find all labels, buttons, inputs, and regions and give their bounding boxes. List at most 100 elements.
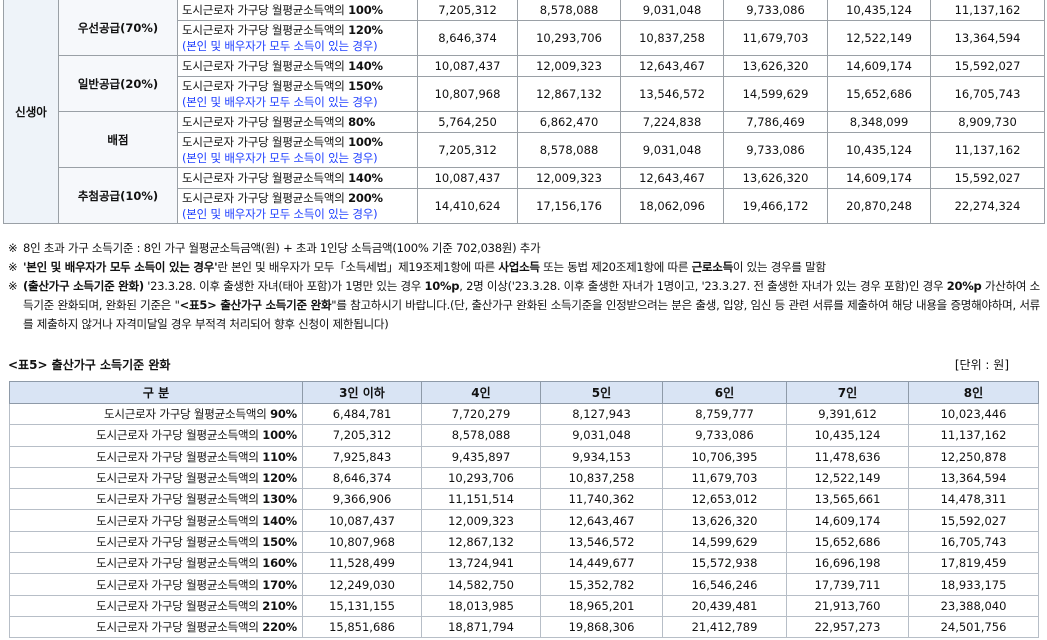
criteria-percent: 100% — [348, 3, 383, 17]
row-label-text: 도시근로자 가구당 월평균소득액의 — [96, 492, 259, 507]
income-value: 14,478,311 — [908, 488, 1039, 511]
income-value: 18,871,794 — [421, 615, 541, 639]
income-value: 11,679,703 — [662, 466, 787, 490]
income-value: 13,626,320 — [723, 167, 828, 189]
income-criteria: 도시근로자 가구당 월평균소득액의 150% (본인 및 배우자가 모두 소득이 … — [177, 76, 418, 112]
income-value: 10,435,124 — [786, 424, 909, 447]
category-label: 우선공급(70%) — [58, 0, 178, 56]
income-value: 11,151,514 — [421, 488, 541, 511]
criteria-percent: 140% — [348, 59, 383, 73]
income-value: 12,643,467 — [620, 167, 724, 189]
group-label: 신생아 — [3, 0, 59, 224]
income-value: 14,609,174 — [786, 509, 909, 532]
row-label-text: 도시근로자 가구당 월평균소득액의 — [96, 577, 259, 592]
income-value: 11,528,499 — [302, 552, 422, 575]
income-value: 7,786,469 — [723, 111, 828, 133]
table-row: 신생아 우선공급(70%) 도시근로자 가구당 월평균소득액의 100% 7,205,… — [3, 0, 1045, 224]
row-label-text: 도시근로자 가구당 월평균소득액의 — [96, 428, 259, 443]
income-value: 20,439,481 — [662, 594, 787, 617]
income-value: 8,578,088 — [421, 424, 541, 447]
income-value: 12,522,149 — [786, 466, 909, 490]
criteria-text: 도시근로자 가구당 월평균소득액의 — [182, 191, 345, 205]
income-value: 9,733,086 — [723, 132, 828, 168]
income-value: 18,013,985 — [421, 594, 541, 617]
table-row: 도시근로자 가구당 월평균소득액의 200% (본인 및 배우자가 모두 소득이 … — [4, 188, 1045, 224]
income-value: 12,643,467 — [620, 55, 724, 77]
income-value: 12,249,030 — [302, 573, 422, 596]
row-label: 도시근로자 가구당 월평균소득액의 210% — [9, 594, 303, 617]
income-value: 13,724,941 — [421, 552, 541, 575]
category-label: 배점 — [58, 111, 178, 168]
income-value: 15,572,938 — [662, 552, 787, 575]
income-value: 8,348,099 — [827, 111, 931, 133]
income-value: 12,009,323 — [517, 167, 621, 189]
income-value: 13,626,320 — [723, 55, 828, 77]
income-value: 14,449,677 — [540, 552, 663, 575]
income-value: 19,868,306 — [540, 615, 663, 639]
income-value: 9,031,048 — [540, 424, 663, 447]
row-label: 도시근로자 가구당 월평균소득액의 90% — [9, 402, 303, 426]
income-value: 11,137,162 — [930, 0, 1045, 21]
criteria-text: 도시근로자 가구당 월평균소득액의 — [182, 115, 345, 129]
row-label-text: 도시근로자 가구당 월평균소득액의 — [96, 620, 259, 635]
income-value: 15,592,027 — [930, 55, 1045, 77]
income-value: 10,023,446 — [908, 402, 1039, 426]
row-label: 도시근로자 가구당 월평균소득액의 150% — [9, 530, 303, 554]
income-standard-table: 신생아 우선공급(70%) 도시근로자 가구당 월평균소득액의 100% 7,205,… — [3, 0, 1045, 224]
income-value: 20,870,248 — [827, 188, 931, 224]
row-percent: 140% — [262, 513, 297, 528]
income-value: 9,435,897 — [421, 445, 541, 468]
income-value: 7,205,312 — [417, 0, 518, 21]
row-percent: 110% — [262, 449, 297, 464]
income-value: 13,565,661 — [786, 488, 909, 511]
income-value: 12,867,132 — [421, 530, 541, 554]
income-value: 10,293,706 — [421, 466, 541, 490]
column-header: 4인 — [421, 381, 541, 404]
table-row: 도시근로자 가구당 월평균소득액의 120% 8,646,374 10,293,70… — [9, 466, 1039, 490]
note-text: '본인 및 배우자가 모두 소득이 있는 경우'란 본인 및 배우자가 모두「소… — [23, 260, 826, 274]
column-header: 구 분 — [9, 381, 303, 404]
row-percent: 170% — [262, 577, 297, 592]
income-value: 15,352,782 — [540, 573, 663, 596]
row-percent: 90% — [270, 407, 297, 422]
income-value: 6,484,781 — [302, 402, 422, 426]
income-value: 12,653,012 — [662, 488, 787, 511]
row-percent: 130% — [262, 492, 297, 507]
column-header: 5인 — [540, 381, 663, 404]
criteria-text: 도시근로자 가구당 월평균소득액의 — [182, 135, 345, 149]
income-value: 10,087,437 — [302, 509, 422, 532]
income-value: 18,965,201 — [540, 594, 663, 617]
note-dual-income: ※ '본인 및 배우자가 모두 소득이 있는 경우'란 본인 및 배우자가 모두… — [8, 258, 1040, 277]
table-row: 도시근로자 가구당 월평균소득액의 160% 11,528,499 13,724,9… — [9, 552, 1039, 575]
income-value: 17,739,711 — [786, 573, 909, 596]
note-over-8-persons: ※ 8인 초과 가구 소득기준 : 8인 가구 월평균소득금액(원) + 초과 … — [8, 239, 1040, 258]
criteria-text: 도시근로자 가구당 월평균소득액의 — [182, 23, 345, 37]
income-value: 17,156,176 — [517, 188, 621, 224]
income-value: 10,087,437 — [417, 167, 518, 189]
table-row: 도시근로자 가구당 월평균소득액의 140% 10,087,437 12,009,3… — [9, 509, 1039, 532]
row-label: 도시근로자 가구당 월평균소득액의 220% — [9, 615, 303, 639]
income-value: 14,609,174 — [827, 167, 931, 189]
table-row: 도시근로자 가구당 월평균소득액의 90% 6,484,781 7,720,279 8… — [9, 402, 1039, 426]
income-value: 10,435,124 — [827, 0, 931, 21]
row-label-text: 도시근로자 가구당 월평균소득액의 — [96, 513, 259, 528]
criteria-text: 도시근로자 가구당 월평균소득액의 — [182, 79, 345, 93]
dual-income-note: (본인 및 배우자가 모두 소득이 있는 경우) — [182, 95, 378, 109]
income-value: 22,957,273 — [786, 615, 909, 639]
criteria-percent: 100% — [348, 135, 383, 149]
income-value: 13,546,572 — [540, 530, 663, 554]
column-header: 3인 이하 — [302, 381, 422, 404]
table-row: 배점 도시근로자 가구당 월평균소득액의 80% 5,764,250 6,862,47… — [4, 111, 1045, 168]
income-value: 10,293,706 — [517, 20, 621, 56]
table-row: 도시근로자 가구당 월평균소득액의 110% 7,925,843 9,435,897… — [9, 445, 1039, 468]
income-value: 23,388,040 — [908, 594, 1039, 617]
row-label: 도시근로자 가구당 월평균소득액의 100% — [9, 424, 303, 447]
income-value: 9,733,086 — [723, 0, 828, 21]
income-criteria: 도시근로자 가구당 월평균소득액의 100% (본인 및 배우자가 모두 소득이 … — [177, 132, 418, 168]
row-label: 도시근로자 가구당 월평균소득액의 110% — [9, 445, 303, 468]
income-value: 10,837,258 — [620, 20, 724, 56]
income-value: 12,522,149 — [827, 20, 931, 56]
income-value: 22,274,324 — [930, 188, 1045, 224]
income-value: 21,412,789 — [662, 615, 787, 639]
table-row: 일반공급(20%) 도시근로자 가구당 월평균소득액의 140% 10,087,43… — [4, 55, 1045, 112]
